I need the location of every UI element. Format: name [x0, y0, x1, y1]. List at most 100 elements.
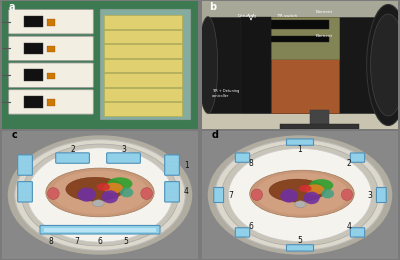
Bar: [104, 44, 182, 58]
Ellipse shape: [92, 200, 104, 207]
Text: 4: 4: [184, 187, 189, 196]
Ellipse shape: [304, 192, 320, 204]
Bar: [47, 46, 55, 52]
Text: 7: 7: [228, 191, 233, 199]
Text: 5: 5: [298, 236, 302, 245]
FancyBboxPatch shape: [9, 9, 93, 34]
Text: 5: 5: [123, 237, 128, 246]
Text: 8: 8: [49, 237, 53, 246]
Text: 1: 1: [184, 161, 189, 170]
Ellipse shape: [367, 4, 400, 126]
Bar: [104, 15, 182, 29]
Bar: [24, 96, 43, 108]
Ellipse shape: [120, 187, 133, 197]
Text: 2: 2: [70, 145, 75, 154]
FancyBboxPatch shape: [165, 155, 179, 175]
FancyBboxPatch shape: [9, 63, 93, 87]
Bar: [104, 73, 182, 87]
Ellipse shape: [52, 171, 148, 214]
Text: Element: Element: [316, 34, 333, 38]
Text: 3: 3: [367, 191, 372, 199]
Bar: [208, 17, 388, 113]
Text: Element: Element: [316, 10, 333, 14]
Text: Detuning: Detuning: [237, 14, 256, 18]
FancyBboxPatch shape: [56, 153, 90, 163]
Bar: [47, 73, 55, 79]
Text: 7: 7: [74, 237, 79, 246]
Text: 6: 6: [248, 223, 253, 231]
Circle shape: [228, 148, 372, 242]
Ellipse shape: [295, 201, 306, 207]
Bar: [104, 102, 182, 116]
Ellipse shape: [341, 189, 352, 200]
Text: T/R switch: T/R switch: [276, 14, 298, 18]
Ellipse shape: [46, 168, 154, 217]
FancyBboxPatch shape: [376, 187, 386, 203]
Circle shape: [15, 140, 185, 250]
Circle shape: [7, 134, 193, 256]
Circle shape: [215, 140, 385, 250]
Bar: [202, 1, 398, 58]
FancyBboxPatch shape: [350, 228, 365, 237]
Bar: [24, 43, 43, 54]
Bar: [47, 99, 55, 106]
Text: c: c: [12, 130, 18, 140]
Ellipse shape: [78, 187, 96, 202]
Bar: [202, 58, 398, 129]
Ellipse shape: [103, 183, 123, 193]
Ellipse shape: [251, 189, 262, 200]
FancyBboxPatch shape: [9, 36, 93, 61]
Text: 4: 4: [347, 223, 352, 231]
Bar: [104, 30, 182, 43]
Ellipse shape: [108, 177, 132, 190]
Text: d: d: [212, 130, 219, 140]
Ellipse shape: [97, 183, 110, 191]
Ellipse shape: [309, 179, 333, 192]
Ellipse shape: [321, 189, 334, 198]
Text: T/R + Detuning
controller: T/R + Detuning controller: [212, 89, 239, 98]
Bar: [241, 17, 270, 113]
FancyBboxPatch shape: [214, 187, 224, 203]
Bar: [24, 16, 43, 27]
FancyBboxPatch shape: [286, 139, 314, 145]
Bar: [47, 19, 55, 25]
FancyBboxPatch shape: [40, 225, 160, 234]
Bar: [271, 17, 339, 113]
Bar: [241, 36, 330, 42]
Circle shape: [22, 144, 178, 246]
Bar: [241, 20, 330, 29]
Bar: [310, 109, 330, 129]
Circle shape: [28, 148, 172, 242]
Ellipse shape: [255, 173, 348, 214]
Ellipse shape: [141, 187, 152, 199]
Ellipse shape: [48, 187, 59, 199]
Text: 1: 1: [298, 145, 302, 154]
Circle shape: [222, 144, 378, 246]
Ellipse shape: [299, 185, 312, 192]
FancyBboxPatch shape: [18, 155, 32, 175]
Text: 3: 3: [121, 145, 126, 154]
Ellipse shape: [280, 189, 298, 203]
Text: b: b: [209, 2, 216, 12]
Bar: [271, 17, 339, 58]
FancyBboxPatch shape: [235, 153, 250, 162]
FancyBboxPatch shape: [235, 228, 250, 237]
Bar: [44, 228, 156, 232]
FancyBboxPatch shape: [165, 182, 179, 202]
Ellipse shape: [250, 170, 354, 217]
Bar: [100, 9, 190, 119]
Text: 8: 8: [248, 159, 253, 167]
Text: 6: 6: [98, 237, 102, 246]
Ellipse shape: [198, 17, 218, 113]
Circle shape: [207, 134, 393, 256]
Ellipse shape: [66, 177, 124, 201]
Ellipse shape: [102, 190, 118, 203]
FancyBboxPatch shape: [107, 153, 140, 163]
Bar: [104, 59, 182, 72]
FancyBboxPatch shape: [18, 182, 32, 202]
Text: 2: 2: [347, 159, 352, 167]
Ellipse shape: [269, 179, 325, 202]
FancyBboxPatch shape: [9, 90, 93, 114]
Bar: [104, 88, 182, 101]
Bar: [24, 69, 43, 81]
